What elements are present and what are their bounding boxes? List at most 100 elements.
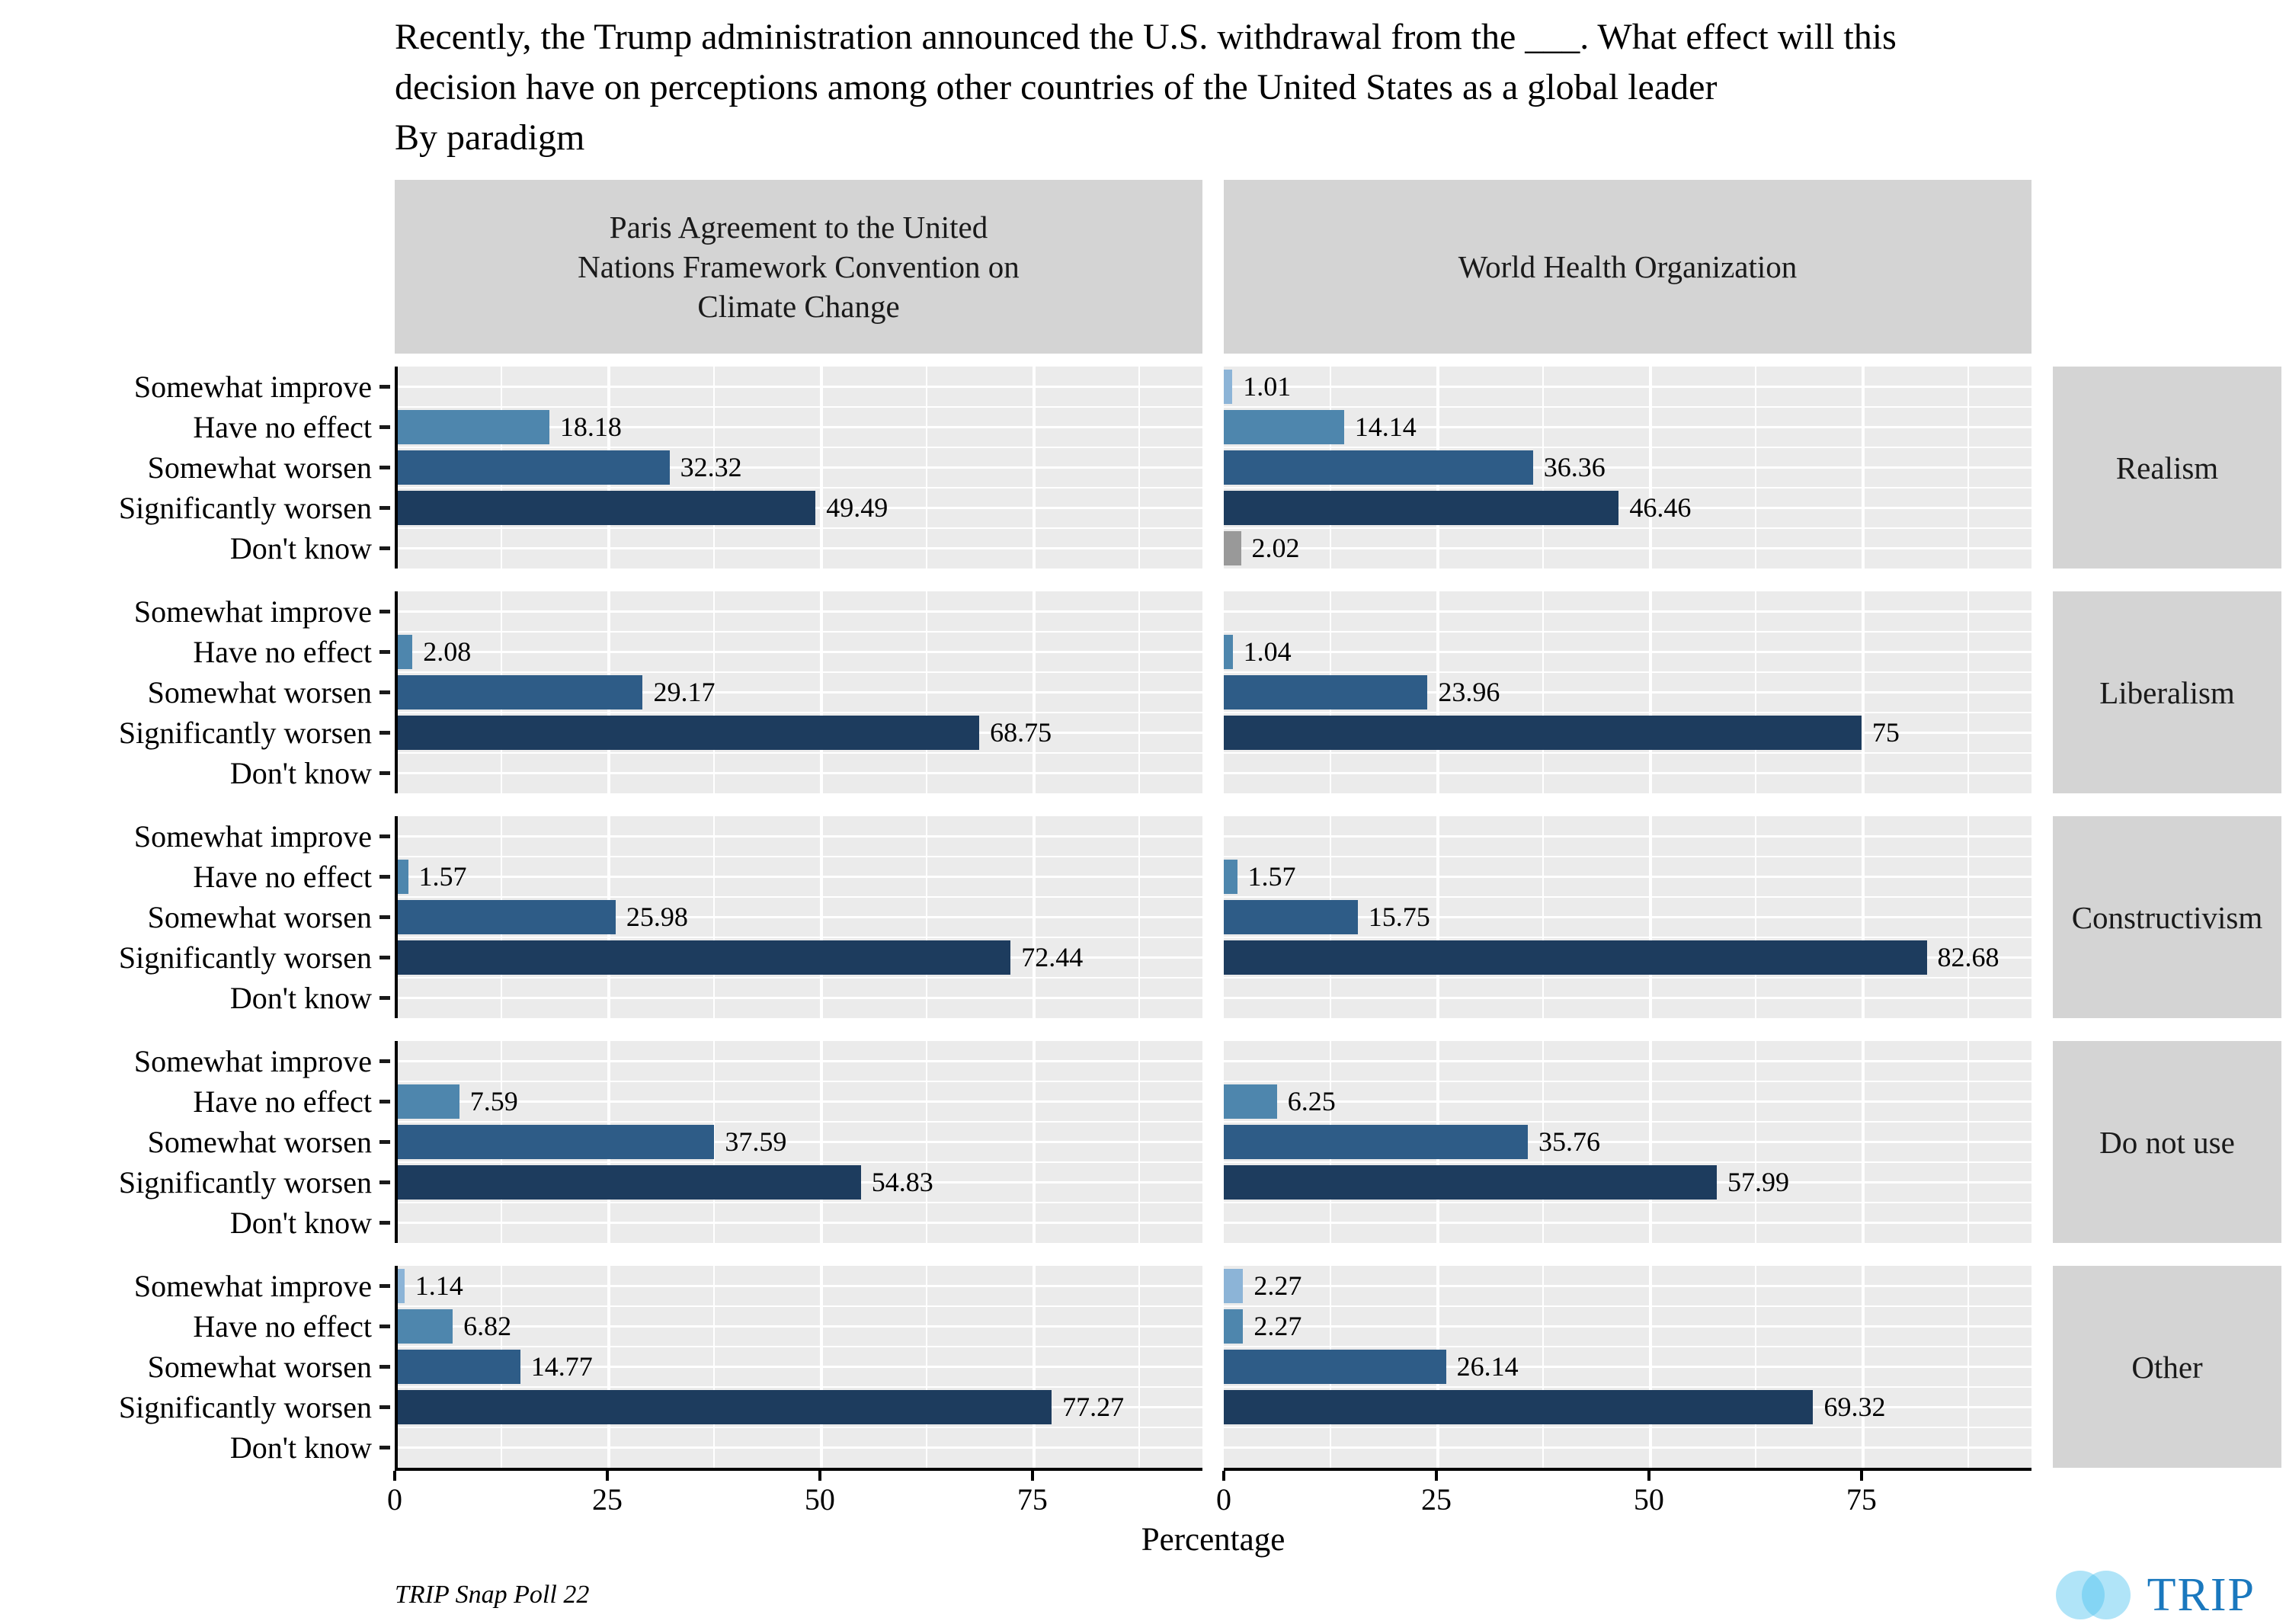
y-tick-mark: [379, 1220, 390, 1225]
category-label: Have no effect: [193, 1084, 372, 1119]
gridline-minor-horizontal: [1224, 1346, 2031, 1347]
gridline-major-horizontal: [1224, 426, 2031, 428]
gridline-major-horizontal: [395, 1285, 1202, 1287]
y-tick-mark: [379, 1283, 390, 1288]
bar-value-label: 2.02: [1251, 533, 1300, 563]
category-label: Significantly worsen: [118, 1165, 372, 1200]
x-tick-mark: [393, 1471, 396, 1481]
gridline-major-horizontal: [395, 651, 1202, 653]
column-header-paris-agreement: Paris Agreement to the United Nations Fr…: [395, 180, 1202, 354]
bar-value-label: 6.82: [463, 1311, 512, 1341]
facet-row-other: Somewhat improve Have no effect Somewhat w…: [0, 1266, 2286, 1468]
bar-value-label: 36.36: [1543, 452, 1606, 482]
y-axis-line: [395, 816, 398, 1018]
row-facet-label: Other: [2131, 1349, 2203, 1385]
category-label-row: Somewhat worsen: [0, 897, 395, 937]
bar: [1224, 450, 1533, 485]
gridline-minor-horizontal: [395, 1305, 1202, 1307]
gridline-minor-horizontal: [1224, 1161, 2031, 1163]
row-facet-label: Constructivism: [2071, 899, 2263, 935]
category-label-row: Significantly worsen: [0, 1387, 395, 1427]
category-label: Have no effect: [193, 860, 372, 894]
category-label: Don't know: [229, 1206, 372, 1240]
category-label-row: Have no effect: [0, 857, 395, 897]
x-tick-label: 0: [387, 1482, 402, 1517]
logo-circles-icon: [2055, 1571, 2131, 1619]
panel-liberalism-who: 1.04 23.96 75: [1224, 591, 2031, 793]
panel-realism-paris: 18.18 32.32 49.49: [395, 367, 1202, 569]
bar-value-label: 54.83: [871, 1167, 933, 1197]
bar: [395, 940, 1011, 975]
category-label-row: Significantly worsen: [0, 1162, 395, 1203]
gridline-major-horizontal: [1224, 507, 2031, 509]
bar: [395, 1350, 520, 1384]
gridline-major-horizontal: [1224, 691, 2031, 693]
gridline-major-horizontal: [1224, 1100, 2031, 1103]
gridline-minor-horizontal: [1224, 712, 2031, 713]
x-axis: 0 25 50 75 0 25 50 75: [0, 1468, 2286, 1518]
bar: [1224, 675, 1428, 709]
bar-value-label: 32.32: [680, 452, 742, 482]
x-tick-mark: [1030, 1471, 1034, 1481]
x-tick-label: 75: [1846, 1482, 1877, 1517]
panel-other-who: 2.27 2.27 26.14 69.32: [1224, 1266, 2031, 1468]
category-label-row: Somewhat improve: [0, 591, 395, 632]
gridline-minor-horizontal: [395, 937, 1202, 938]
panel-do-not-use-paris: 7.59 37.59 54.83: [395, 1041, 1202, 1243]
bar-value-label: 49.49: [826, 492, 888, 523]
x-axis-title: Percentage: [1141, 1522, 1285, 1558]
row-facet-strip-constructivism: Constructivism: [2053, 816, 2281, 1018]
gridline-minor-horizontal: [1224, 977, 2031, 979]
title-line-3: By paradigm: [395, 117, 585, 158]
y-tick-mark: [379, 834, 390, 838]
category-label-row: Somewhat improve: [0, 1041, 395, 1081]
bar: [1224, 1165, 1718, 1200]
x-axis-line: [1224, 1468, 2031, 1471]
y-axis-line: [395, 1041, 398, 1243]
bar: [395, 900, 616, 934]
category-label-row: Significantly worsen: [0, 488, 395, 528]
gridline-minor-horizontal: [395, 1161, 1202, 1163]
x-axis-who: 0 25 50 75: [1216, 1468, 2031, 1518]
gridline-minor-horizontal: [395, 1121, 1202, 1123]
bar-value-label: 23.96: [1438, 677, 1500, 707]
bar: [395, 716, 980, 750]
gridline-major-horizontal: [1224, 1325, 2031, 1328]
header-right-spacer: [2053, 180, 2281, 354]
panel-realism-who: 1.01 14.14 36.36 46.46 2.02: [1224, 367, 2031, 569]
category-label: Don't know: [229, 1430, 372, 1465]
y-tick-mark: [379, 1405, 390, 1409]
category-labels: Somewhat improve Have no effect Somewhat w…: [0, 1041, 395, 1243]
category-label: Have no effect: [193, 1309, 372, 1344]
bar: [395, 1125, 715, 1159]
bar-value-label: 18.18: [559, 412, 622, 442]
y-axis-line: [395, 1266, 398, 1468]
bar-value-label: 15.75: [1368, 902, 1430, 932]
gridline-major-horizontal: [1224, 386, 2031, 388]
y-tick-mark: [379, 424, 390, 429]
x-axis-paris: 0 25 50 75: [387, 1468, 1202, 1518]
category-label-row: Somewhat worsen: [0, 672, 395, 713]
y-tick-mark: [379, 546, 390, 550]
category-label: Somewhat worsen: [147, 900, 372, 934]
bar: [1224, 410, 1344, 444]
gridline-minor-horizontal: [1224, 856, 2031, 857]
gridline-minor-horizontal: [1224, 896, 2031, 898]
panel-constructivism-paris: 1.57 25.98 72.44: [395, 816, 1202, 1018]
gridline-minor-horizontal: [1224, 447, 2031, 448]
category-label: Somewhat worsen: [147, 1350, 372, 1384]
row-facet-label: Do not use: [2099, 1124, 2235, 1160]
y-tick-mark: [379, 1445, 390, 1449]
gridline-major-horizontal: [1224, 1222, 2031, 1224]
y-tick-mark: [379, 1364, 390, 1369]
bar: [395, 491, 816, 525]
category-label: Significantly worsen: [118, 716, 372, 750]
gridline-major-horizontal: [1224, 1366, 2031, 1368]
bar: [395, 410, 549, 444]
gridline-major-horizontal: [1224, 651, 2031, 653]
category-label: Somewhat improve: [133, 370, 372, 404]
gridline-minor-horizontal: [1224, 937, 2031, 938]
facet-row-do-not-use: Somewhat improve Have no effect Somewhat w…: [0, 1041, 2286, 1243]
category-label-row: Somewhat worsen: [0, 1347, 395, 1387]
gridline-minor-horizontal: [1224, 671, 2031, 673]
